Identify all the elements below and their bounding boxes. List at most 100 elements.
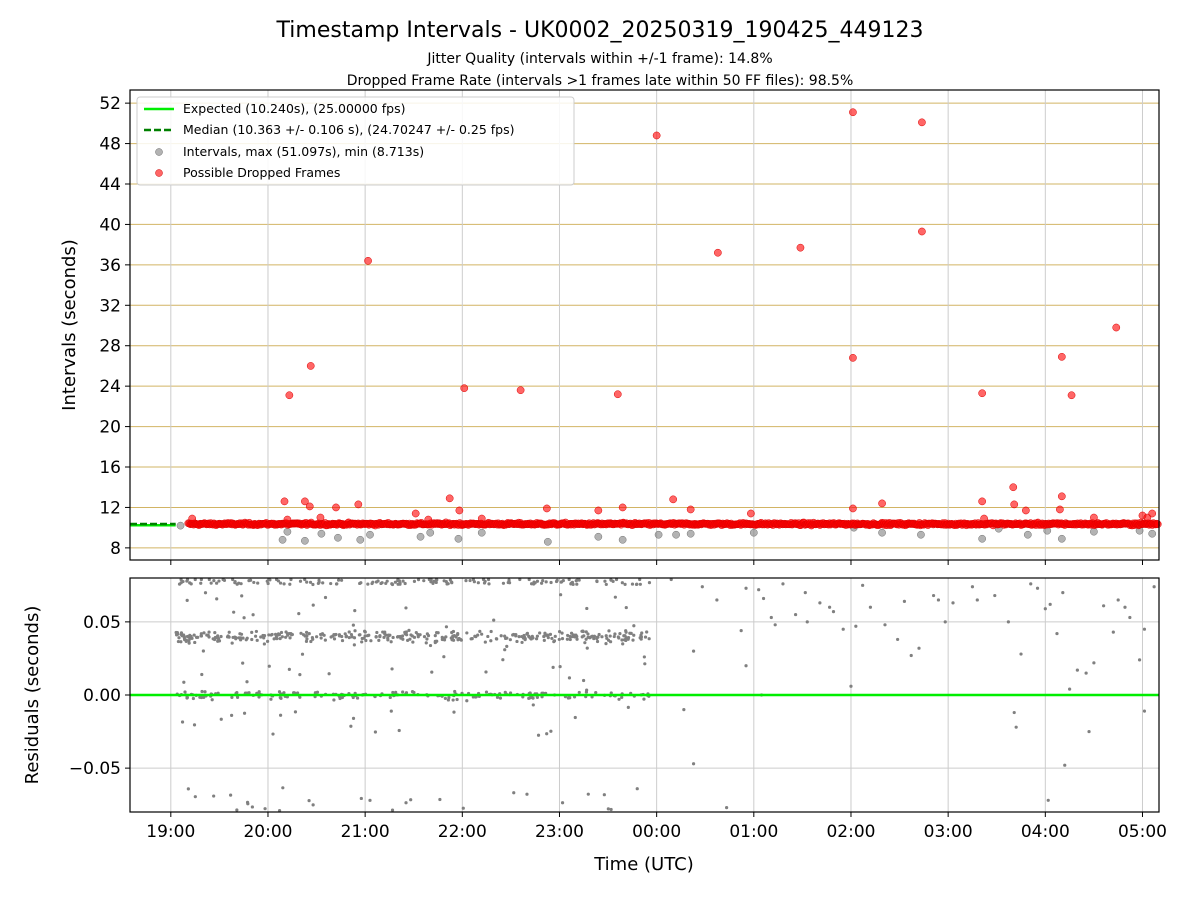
residual-point [793,612,798,617]
residual-point [433,640,437,645]
residual-point [332,698,336,702]
residual-point [391,635,395,640]
residual-point [309,639,313,644]
residual-point [647,637,651,641]
residual-point [1152,585,1156,589]
residual-point [277,633,282,637]
residual-point [200,672,204,677]
residual-point [250,637,254,642]
residual-point [235,808,239,812]
residual-point [311,803,315,807]
residual-point [340,638,345,643]
residual-point [404,606,408,610]
residual-point [931,593,936,598]
residual-point [389,640,393,644]
residual-point [363,629,367,633]
residual-point [266,581,270,586]
residual-point [184,638,188,642]
dropped-frame-outlier [424,515,433,524]
bottom-marks [130,577,1159,813]
residual-point [781,582,785,586]
residual-point [366,634,370,638]
residual-point [269,633,273,637]
residual-point [304,634,308,638]
residual-point [181,633,186,637]
interval-point [1023,530,1032,539]
residual-point [242,616,246,620]
interval-point [654,530,663,539]
residual-point [624,636,628,640]
top-y-axis-label: Intervals (seconds) [59,239,80,411]
residual-point [298,579,303,583]
residual-point [446,698,450,702]
residual-point [1142,627,1147,631]
residual-point [405,633,409,637]
residual-point [557,630,562,634]
residual-point [397,728,401,733]
residual-point [390,667,394,671]
residual-point [311,582,315,587]
chart-title: Timestamp Intervals - UK0002_20250319_19… [276,18,924,43]
residual-point [239,582,243,586]
residual-point [286,633,290,637]
residual-point [237,581,241,585]
residual-point [489,629,493,634]
residual-point [465,699,469,703]
residual-point [557,637,561,642]
residual-point [427,577,431,582]
residual-point [548,632,553,636]
residual-point [390,582,394,586]
residual-point [472,580,476,584]
residual-point [268,578,272,582]
residual-point [503,648,507,652]
residual-point [181,579,185,584]
residual-point [1116,598,1120,602]
x-tick-label: 23:00 [535,822,584,842]
top-ytick-label: 16 [99,458,121,478]
residual-point [715,598,719,602]
residual-point [216,639,220,643]
residual-point [554,579,559,584]
residual-point [329,635,333,639]
residual-point [828,605,832,609]
residual-point [252,580,256,585]
dropped-frame-outlier [455,506,464,515]
dropped-frame-outlier [477,514,486,523]
x-tick-label: 01:00 [729,822,778,842]
residual-point [359,796,363,801]
residual-point [452,710,456,714]
residual-point [351,716,356,720]
residual-point [371,580,375,584]
dropped-frame-outlier [301,497,309,506]
residual-point [212,794,216,798]
residual-point [377,638,381,642]
dropped-frame-outlier [1112,323,1121,332]
residual-point [393,580,397,584]
top-y-ticks: 8 12 16 20 24 28 32 36 40 44 48 52 [99,94,130,559]
residual-point [568,637,572,642]
residual-point [595,639,600,644]
residual-point [453,689,457,694]
residual-point [567,577,571,582]
residual-point [486,634,490,639]
interval-point [334,533,342,542]
residual-point [278,695,282,700]
residual-point [523,637,527,641]
residual-point [411,640,415,644]
residual-point [373,730,378,734]
residual-point [180,720,185,724]
dropped-frame-outlier [878,499,886,508]
residual-point [198,695,202,699]
residual-point [643,635,648,639]
dropped-frame-outlier [285,391,294,400]
residual-point [299,631,303,635]
legend-intervals-swatch [155,148,163,156]
residual-point [449,636,453,640]
residual-point [250,805,254,809]
residual-point [975,598,979,602]
residual-point [256,581,260,585]
residual-point [560,801,565,805]
residual-point [501,581,506,585]
residual-point [538,631,542,635]
interval-point [917,530,925,539]
